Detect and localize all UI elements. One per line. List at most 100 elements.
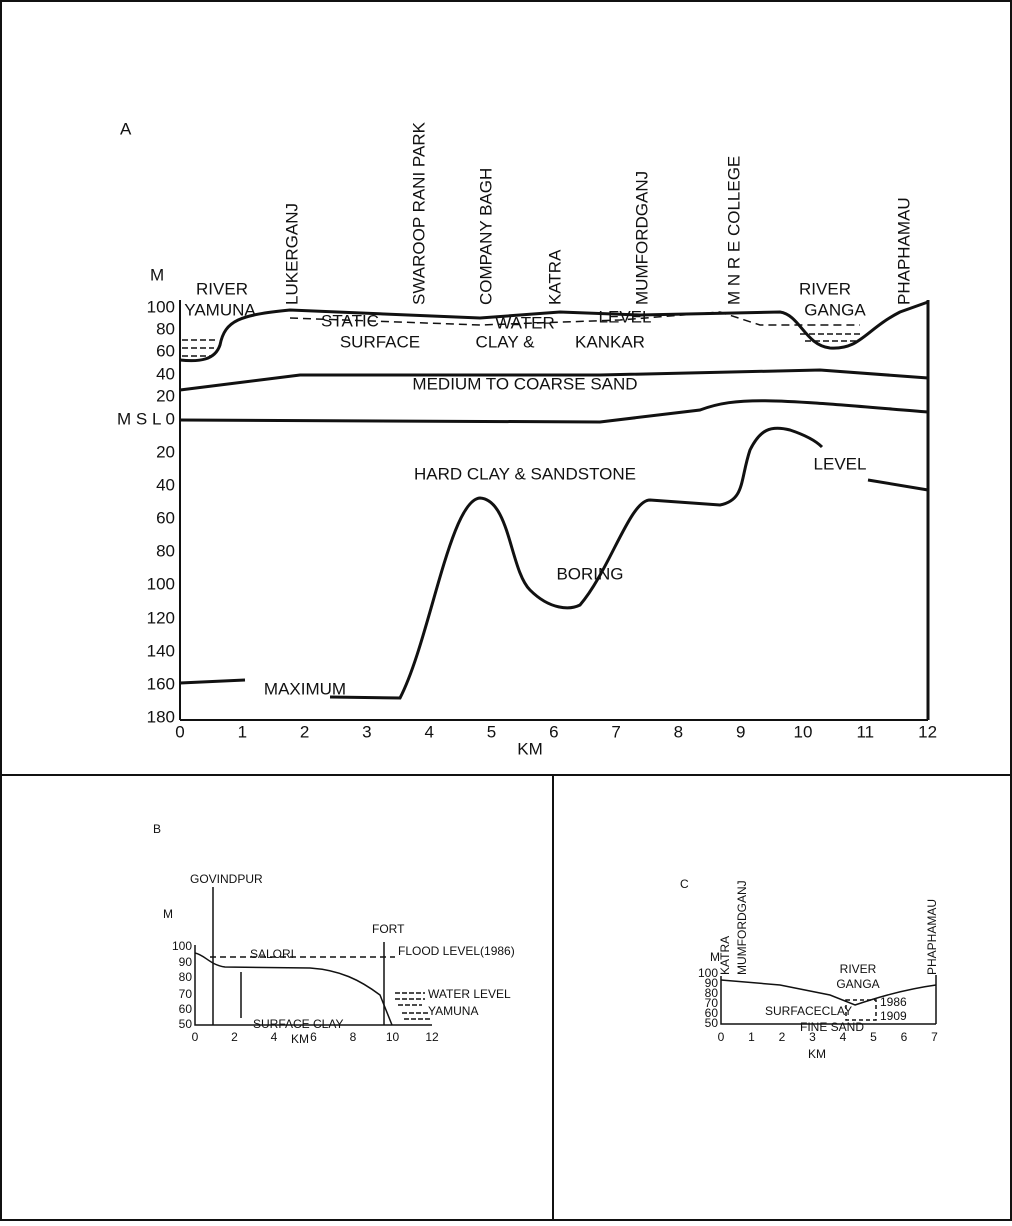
y-tick-label: 100 (698, 966, 718, 980)
y-tick-label: 120 (147, 608, 175, 627)
x-tick-label: 1 (238, 722, 247, 741)
axis-label: KM (808, 1047, 826, 1061)
x-tick-label: 0 (175, 722, 184, 741)
y-tick-label: 80 (156, 541, 175, 560)
place-label: MUMFORDGANJ (632, 171, 651, 305)
y-tick-label: 20 (156, 386, 175, 405)
layer-label: BORING (556, 564, 623, 583)
y-tick-label: 180 (147, 707, 175, 726)
x-tick-label: 12 (425, 1030, 439, 1044)
place-label: KATRA (545, 249, 564, 305)
annotation: 1986 (880, 995, 907, 1009)
panel-c-shapes (720, 975, 937, 1025)
x-tick-label: 0 (718, 1030, 725, 1044)
x-tick-label: 4 (424, 722, 433, 741)
annotation: 1909 (880, 1009, 907, 1023)
x-tick-label: 2 (779, 1030, 786, 1044)
y-tick-label: 100 (147, 297, 175, 316)
label: GANGA (804, 300, 866, 319)
y-tick-label: 50 (179, 1017, 193, 1031)
x-tick-label: 3 (809, 1030, 816, 1044)
annotation: GANGA (836, 977, 879, 991)
x-tick-label: 10 (386, 1030, 400, 1044)
y-tick-label: 60 (156, 341, 175, 360)
annotation: SURFACECLAY (765, 1004, 852, 1018)
y-tick-label: 60 (179, 1002, 193, 1016)
annotation: FLOOD LEVEL(1986) (398, 944, 515, 958)
x-tick-label: 8 (674, 722, 683, 741)
x-tick-label: 6 (901, 1030, 908, 1044)
y-tick-label: 60 (156, 508, 175, 527)
annotation: YAMUNA (428, 1004, 478, 1018)
y-tick-label: 50 (705, 1016, 719, 1030)
layer-label: CLAY & (476, 332, 536, 351)
place-label: MUMFORDGANJ (735, 880, 749, 975)
x-tick-label: 1 (748, 1030, 755, 1044)
label: RIVER (799, 279, 851, 298)
axis-unit: M (150, 265, 164, 284)
x-tick-label: 6 (310, 1030, 317, 1044)
x-tick-label: 2 (231, 1030, 238, 1044)
label: YAMUNA (184, 300, 256, 319)
annotation: FINE SAND (800, 1020, 864, 1034)
y-tick-label: 40 (156, 475, 175, 494)
x-tick-label: 5 (487, 722, 496, 741)
x-tick-label: 10 (794, 722, 813, 741)
annotation: WATER LEVEL (428, 987, 511, 1001)
place-label: KATRA (718, 936, 732, 975)
layer-label: MAXIMUM (264, 679, 346, 698)
x-tick-label: 9 (736, 722, 745, 741)
axis-label: KM (517, 739, 543, 758)
axis-label: KM (291, 1032, 309, 1046)
y-tick-label: 60 (705, 1006, 719, 1020)
panel-b-shapes (194, 887, 432, 1026)
panel-label: A (120, 119, 132, 138)
annotation: SALORI (250, 947, 294, 961)
layer-label: WATER (495, 313, 555, 332)
annotation: GOVINDPUR (190, 872, 263, 886)
place-label: LUKERGANJ (282, 203, 301, 305)
place-label: SWAROOP RANI PARK (409, 121, 428, 305)
layer-label: LEVEL (814, 454, 867, 473)
y-tick-label: 70 (179, 987, 193, 1001)
place-label: PHAPHAMAU (894, 197, 913, 305)
layer-label: HARD CLAY & SANDSTONE (414, 464, 636, 483)
place-label: M N R E COLLEGE (724, 156, 743, 305)
annotation: RIVER (840, 962, 877, 976)
axis-unit: M (163, 907, 173, 921)
x-tick-label: 4 (840, 1030, 847, 1044)
x-tick-label: 0 (192, 1030, 199, 1044)
layer-label: STATIC (321, 311, 379, 330)
y-tick-label: M S L 0 (117, 409, 175, 428)
layer-label: SURFACE (340, 332, 420, 351)
x-tick-label: 4 (271, 1030, 278, 1044)
panel-a-shapes (179, 300, 930, 721)
y-tick-label: 100 (147, 574, 175, 593)
y-tick-label: 90 (179, 955, 193, 969)
x-tick-label: 11 (856, 722, 874, 741)
annotation: SURFACE CLAY (253, 1017, 343, 1031)
y-tick-label: 140 (147, 641, 175, 660)
x-tick-label: 5 (870, 1030, 877, 1044)
y-tick-label: 90 (705, 976, 719, 990)
place-label: PHAPHAMAU (925, 899, 939, 975)
axis-unit: M (710, 950, 720, 964)
x-tick-label: 7 (931, 1030, 938, 1044)
layer-label: KANKAR (575, 332, 645, 351)
y-tick-label: 160 (147, 674, 175, 693)
panel-label: B (153, 822, 161, 836)
panel-label: C (680, 877, 689, 891)
layer-label: LEVEL (599, 307, 652, 326)
y-tick-label: 70 (705, 996, 719, 1010)
label: RIVER (196, 279, 248, 298)
x-tick-label: 7 (611, 722, 620, 741)
y-tick-label: 100 (172, 939, 192, 953)
y-tick-label: 20 (156, 442, 175, 461)
y-tick-label: 80 (705, 986, 719, 1000)
y-tick-label: 40 (156, 364, 175, 383)
place-label: COMPANY BAGH (476, 168, 495, 305)
x-tick-label: 3 (362, 722, 371, 741)
y-tick-label: 80 (156, 319, 175, 338)
